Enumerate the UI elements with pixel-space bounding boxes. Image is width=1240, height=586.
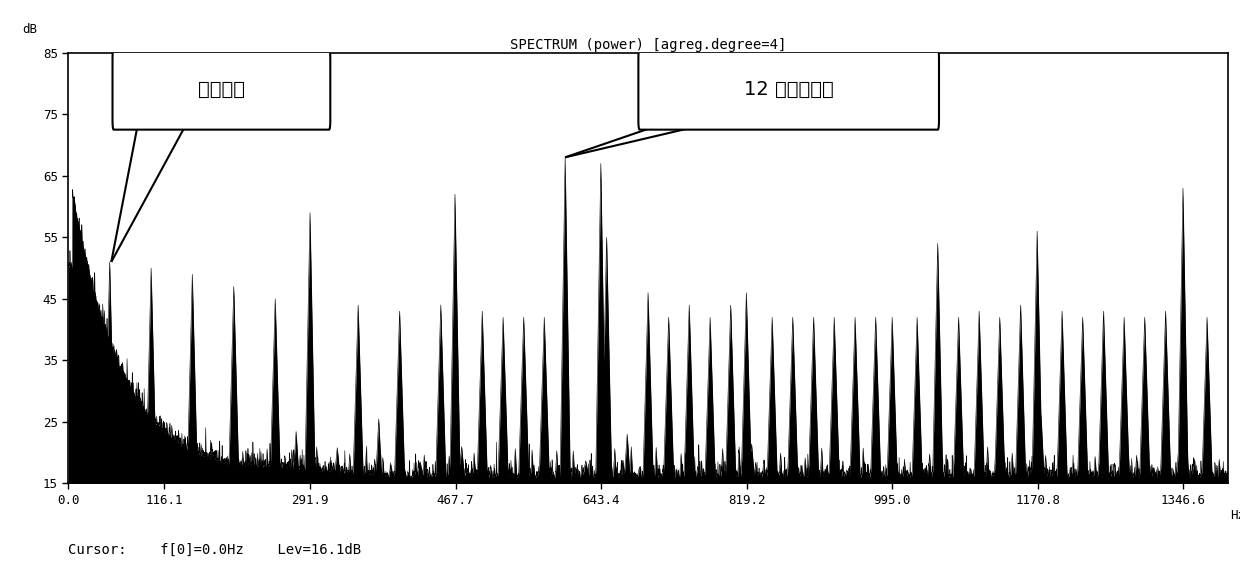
FancyBboxPatch shape [113,50,330,130]
Text: Hz: Hz [1230,509,1240,522]
Title: SPECTRUM (power) [agreg.degree=4]: SPECTRUM (power) [agreg.degree=4] [510,38,786,52]
Text: 工频噪声: 工频噪声 [198,80,246,99]
Text: Cursor:    f[0]=0.0Hz    Lev=16.1dB: Cursor: f[0]=0.0Hz Lev=16.1dB [68,543,361,557]
Text: dB: dB [22,22,37,36]
Text: 12 次谐频噪声: 12 次谐频噪声 [744,80,833,99]
FancyBboxPatch shape [639,50,939,130]
